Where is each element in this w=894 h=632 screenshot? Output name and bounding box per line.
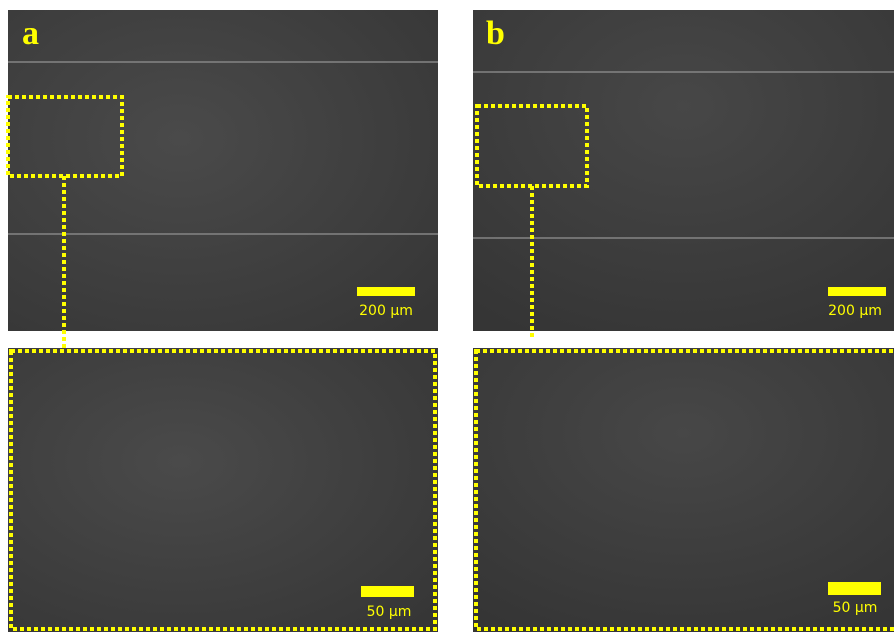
- figure: a 200 µm 50 µm b 200 µm 50 µm: [0, 0, 894, 632]
- panel-a-zoom: 50 µm: [8, 348, 438, 632]
- scale-label: 200 µm: [359, 303, 413, 319]
- scale-label: 50 µm: [367, 604, 412, 620]
- panel-a-overview: a 200 µm: [8, 10, 438, 331]
- micrograph: [473, 10, 894, 331]
- panel-b-overview: b 200 µm: [473, 10, 894, 331]
- panel-label: b: [486, 15, 505, 52]
- panel-b-zoom: 50 µm: [473, 348, 894, 632]
- micrograph: [8, 10, 438, 331]
- scale-bar: [828, 582, 881, 595]
- scale-bar: [828, 287, 886, 296]
- scale-bar: [361, 586, 414, 597]
- scale-label: 50 µm: [833, 600, 878, 616]
- panel-label: a: [22, 15, 39, 52]
- scale-label: 200 µm: [828, 303, 882, 319]
- scale-bar: [357, 287, 415, 296]
